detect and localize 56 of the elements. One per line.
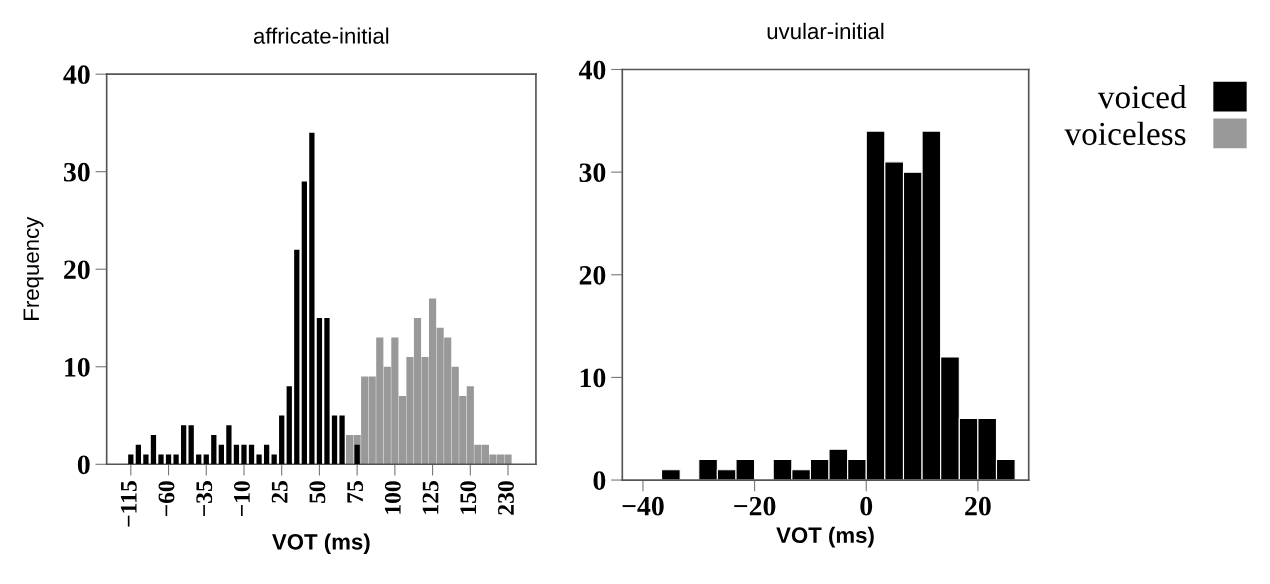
- y-tick-label: 20: [579, 265, 606, 285]
- bar: [241, 444, 247, 465]
- bar: [188, 425, 194, 465]
- bar: [286, 386, 292, 465]
- legend-label: voiced: [1097, 84, 1187, 109]
- y-tick-label: 40: [578, 60, 606, 80]
- y-tick-label: 20: [64, 260, 90, 280]
- bar: [339, 415, 345, 465]
- x-axis-title: VOT (ms): [272, 533, 370, 555]
- bar: [309, 132, 315, 465]
- y-tick-label: 0: [77, 455, 90, 475]
- x-tick-label: −10: [233, 481, 250, 517]
- y-tick-label: 40: [63, 65, 90, 85]
- bar: [211, 435, 217, 465]
- y-tick-label: 30: [63, 162, 90, 182]
- y-axis-title: Frequency: [23, 216, 44, 320]
- bar: [180, 425, 187, 465]
- x-tick-label: 100: [384, 481, 401, 514]
- bar: [143, 454, 149, 465]
- bar: [226, 425, 232, 465]
- bar: [331, 415, 338, 465]
- x-tick-label: −20: [734, 496, 776, 516]
- bar: [256, 454, 262, 465]
- chart-title: uvular-initial: [767, 22, 884, 40]
- x-tick-label: −40: [622, 496, 664, 516]
- bar: [218, 444, 224, 465]
- bar: [324, 317, 330, 465]
- x-tick-label: −115: [120, 481, 137, 527]
- bar: [279, 415, 285, 465]
- x-tick-label: 75: [347, 481, 364, 503]
- bar: [135, 444, 142, 465]
- bar: [263, 444, 270, 465]
- x-tick-label: 0: [860, 496, 873, 516]
- x-tick-label: 230: [498, 481, 514, 515]
- x-tick-label: 20: [965, 496, 991, 516]
- bar: [233, 444, 240, 465]
- bar: [294, 249, 300, 465]
- bar: [316, 317, 323, 465]
- bar: [158, 454, 164, 465]
- y-tick-label: 10: [580, 368, 606, 388]
- bar: [354, 444, 360, 465]
- x-tick-label: −35: [196, 481, 213, 517]
- y-tick-label: 30: [579, 163, 606, 183]
- bar: [173, 454, 179, 465]
- y-tick-label: 10: [65, 357, 90, 377]
- bar: [150, 435, 157, 465]
- bar: [248, 444, 255, 465]
- x-tick-label: 125: [422, 481, 439, 514]
- x-tick-label: −60: [158, 481, 175, 517]
- x-tick-label: 150: [460, 481, 477, 514]
- x-axis-title: VOT (ms): [776, 526, 874, 548]
- x-tick-label: 25: [271, 481, 288, 503]
- x-tick-label: 50: [309, 481, 326, 503]
- chart-title: affricate-initial: [253, 27, 389, 44]
- bar: [301, 181, 307, 465]
- legend-label: voiceless: [1064, 121, 1186, 146]
